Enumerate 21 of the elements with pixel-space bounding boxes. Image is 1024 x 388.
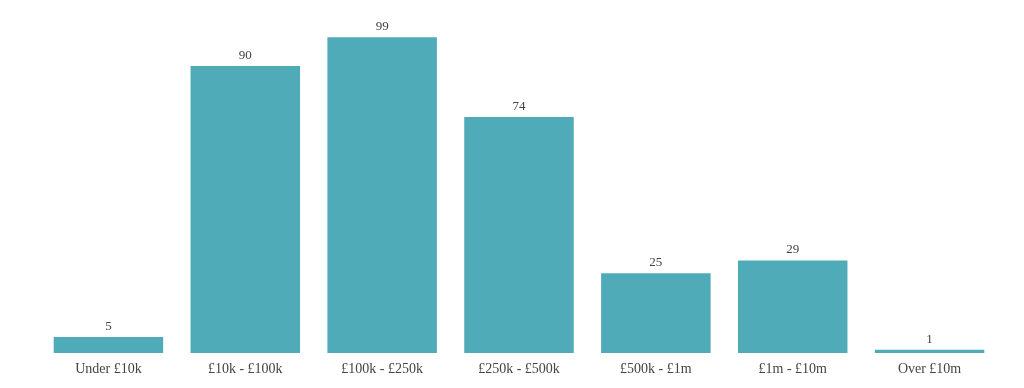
bar (53, 337, 164, 353)
x-tick-label: £100k - £250k (341, 360, 423, 376)
x-tick-label: Under £10k (75, 360, 142, 376)
x-tick-label: £10k - £100k (207, 360, 283, 376)
bar (874, 349, 985, 353)
x-tick-label: £1m - £10m (758, 360, 828, 376)
x-tick-label: £500k - £1m (620, 360, 692, 376)
bar (327, 37, 437, 353)
bar (601, 273, 711, 353)
x-tick-label: Over £10m (897, 360, 962, 376)
data-label: 74 (512, 97, 526, 113)
data-label: 99 (375, 18, 389, 34)
bar (190, 65, 301, 353)
bar (737, 260, 848, 353)
data-label: 90 (238, 46, 252, 62)
data-label: 29 (786, 241, 800, 257)
x-tick-label: £250k - £500k (478, 360, 560, 376)
data-label: 1 (926, 330, 933, 346)
data-label: 25 (649, 254, 663, 270)
bar (464, 116, 574, 353)
data-label: 5 (105, 318, 112, 334)
